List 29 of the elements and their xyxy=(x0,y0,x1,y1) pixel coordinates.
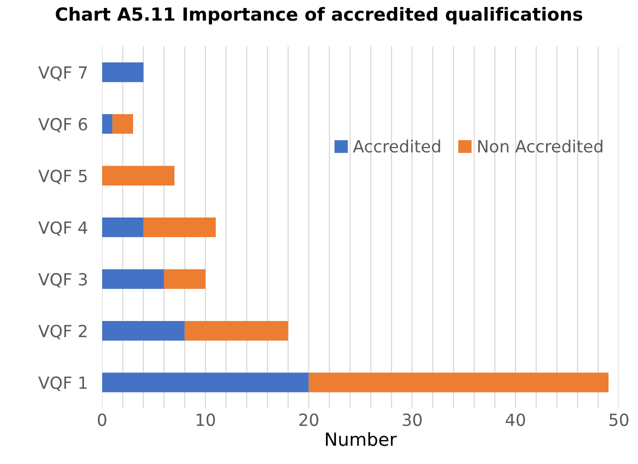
bar xyxy=(102,218,144,238)
x-tick-label: 50 xyxy=(610,413,628,426)
legend-label: Non Accredited xyxy=(478,140,602,153)
y-tick-label: VQF 4 xyxy=(38,221,88,236)
bar xyxy=(184,320,288,341)
legend-label: Accredited xyxy=(352,140,440,153)
bar xyxy=(143,218,216,238)
y-tick-label: VQF 5 xyxy=(38,170,87,184)
x-axis-title: Number xyxy=(326,432,397,446)
x-tick-label: 30 xyxy=(402,413,422,426)
bar xyxy=(102,114,112,134)
chart-title: Chart A5.11 Importance of accredited qualifications xyxy=(56,6,582,24)
y-tick-label: VQF 7 xyxy=(38,66,87,81)
x-tick-label: 40 xyxy=(506,413,525,426)
bar xyxy=(112,114,134,134)
y-tick-label: VQF 2 xyxy=(38,324,87,340)
bar xyxy=(102,62,144,82)
bar xyxy=(102,269,164,289)
bar xyxy=(102,320,185,341)
y-tick-label: VQF 1 xyxy=(38,376,87,391)
x-tick-label: 20 xyxy=(299,413,318,426)
bar xyxy=(164,269,206,289)
y-tick-label: VQF 6 xyxy=(38,118,88,132)
y-tick-label: VQF 3 xyxy=(38,273,87,288)
bar xyxy=(102,372,309,392)
x-tick-label: 10 xyxy=(196,413,215,426)
bar xyxy=(102,166,174,186)
x-tick-label: 0 xyxy=(98,413,106,426)
bar xyxy=(308,372,609,392)
